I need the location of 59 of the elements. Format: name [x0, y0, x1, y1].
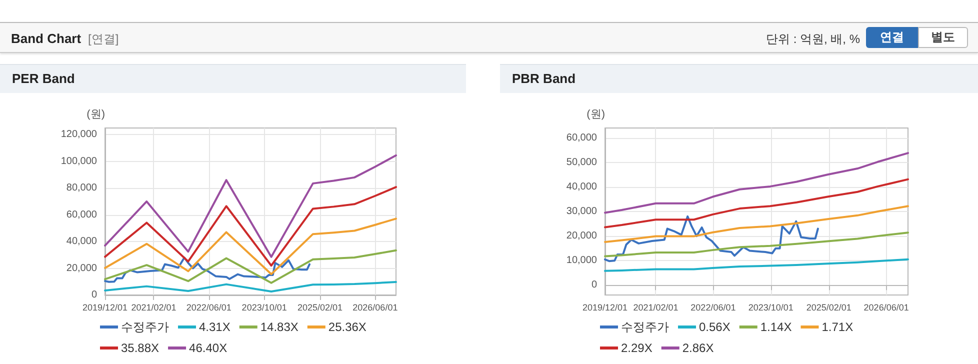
legend-label: 46.40X — [189, 341, 228, 355]
x-tick-label: 2025/02/01 — [297, 302, 342, 312]
chart-title: PER Band — [0, 64, 466, 93]
y-tick-label: 0 — [591, 280, 598, 291]
x-tick-label: 2019/12/01 — [582, 302, 628, 312]
y-tick-label: 10,000 — [566, 255, 598, 266]
y-tick-label: 20,000 — [66, 262, 98, 274]
y-tick-label: 20,000 — [566, 230, 598, 242]
line-series — [604, 152, 909, 214]
line-series — [604, 232, 909, 258]
x-tick-label: 2021/02/01 — [633, 302, 678, 312]
y-tick-label: 60,000 — [566, 132, 598, 144]
line-series — [604, 205, 909, 243]
line-series — [604, 215, 819, 262]
x-tick-label: 2023/10/01 — [748, 302, 794, 312]
line-series — [604, 178, 909, 228]
text: Band Chart — [11, 31, 82, 46]
y-tick-label: 80,000 — [66, 182, 98, 194]
text: [연결] — [88, 31, 119, 48]
line-series — [104, 249, 397, 284]
legend-label: 2.29X — [621, 341, 652, 355]
legend-label: 1.14X — [760, 320, 792, 334]
line-series — [104, 281, 397, 293]
x-tick-label: 2019/12/01 — [82, 302, 128, 312]
y-tick-label: 40,000 — [66, 236, 98, 248]
y-tick-label: 60,000 — [66, 209, 98, 220]
legend-label: 0.56X — [699, 320, 730, 334]
text: 단위 : 억원, 배, % — [766, 31, 860, 48]
legend-label: 14.83X — [260, 320, 298, 334]
legend-label: 수정주가 — [621, 320, 669, 334]
x-tick-label: 2025/02/01 — [806, 302, 852, 312]
legend-label: 4.31X — [199, 320, 230, 334]
legend-label: 35.88X — [121, 341, 160, 355]
x-tick-label: 2021/02/01 — [131, 302, 176, 312]
x-tick-label: 2026/06/01 — [864, 302, 909, 312]
y-tick-label: 0 — [91, 290, 98, 300]
line-series — [604, 258, 909, 272]
x-tick-label: 2023/10/01 — [242, 302, 287, 312]
legend-label: 수정주가 — [121, 320, 169, 334]
x-tick-label: 2022/06/01 — [186, 302, 232, 312]
line-series — [104, 218, 397, 276]
legend-label: 2.86X — [682, 341, 714, 355]
legend-label: 1.71X — [822, 320, 854, 334]
chart-title: PBR Band — [500, 64, 978, 93]
y-axis-title: (원) — [86, 108, 105, 120]
x-tick-label: 2026/06/01 — [352, 302, 398, 312]
line-series — [104, 256, 311, 283]
line-series — [104, 186, 397, 267]
y-tick-label: 40,000 — [566, 181, 598, 192]
y-tick-label: 120,000 — [60, 129, 98, 140]
y-tick-label: 100,000 — [60, 156, 98, 167]
line-series — [104, 154, 397, 258]
text: 별도 — [918, 27, 968, 48]
y-axis-title: (원) — [586, 108, 605, 120]
text: 연결 — [866, 27, 918, 48]
y-tick-label: 50,000 — [566, 156, 598, 168]
legend-label: 25.36X — [328, 320, 366, 334]
x-tick-label: 2022/06/01 — [690, 302, 736, 312]
y-tick-label: 30,000 — [566, 206, 598, 217]
